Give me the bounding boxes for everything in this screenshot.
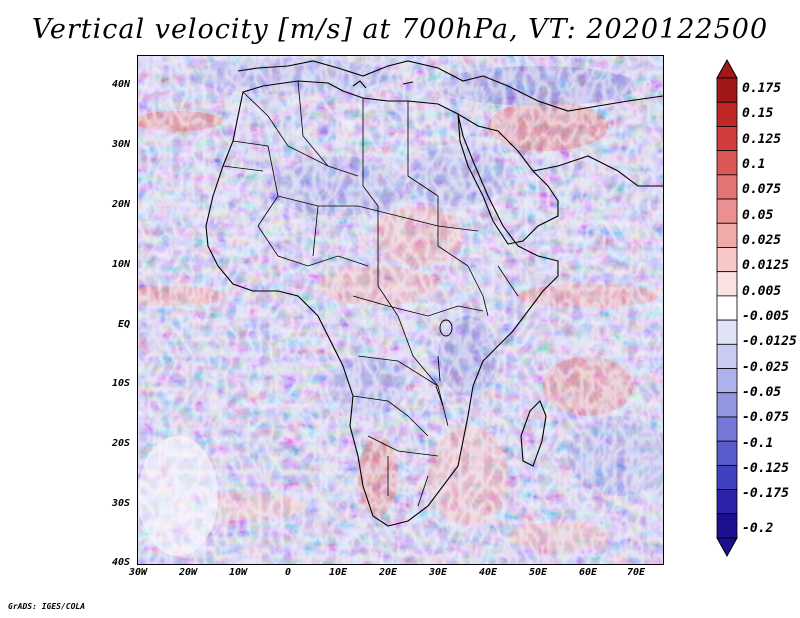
lon-label: 20W xyxy=(178,567,198,578)
colorbar-label: 0.075 xyxy=(742,182,782,197)
colorbar-label: 0.025 xyxy=(742,233,782,248)
colorbar-swatch xyxy=(716,126,738,152)
colorbar-label: -0.005 xyxy=(742,309,789,324)
country-borders xyxy=(222,80,519,507)
colorbar-label: -0.075 xyxy=(742,410,789,425)
colorbar-swatch xyxy=(716,295,738,321)
lat-label: 10S xyxy=(111,378,130,389)
lon-label: 60E xyxy=(578,567,598,578)
map-panel xyxy=(137,55,664,565)
colorbar-label: 0.0125 xyxy=(742,258,789,273)
lon-label: 10E xyxy=(328,567,348,578)
colorbar-label: -0.05 xyxy=(742,385,782,400)
colorbar-swatch xyxy=(716,513,738,539)
colorbar-swatch xyxy=(716,416,738,442)
coastlines xyxy=(205,60,663,527)
lon-label: 70E xyxy=(626,567,646,578)
colorbar-label: 0.125 xyxy=(742,132,782,147)
colorbar-swatch xyxy=(716,489,738,515)
lat-label: 40N xyxy=(111,79,130,90)
lon-label: 40E xyxy=(478,567,498,578)
colorbar-swatch xyxy=(716,271,738,297)
lat-label: EQ xyxy=(117,319,130,330)
colorbar-swatch xyxy=(716,198,738,224)
lat-label: 20S xyxy=(111,438,130,449)
colorbar-swatch xyxy=(716,319,738,345)
colorbar-label: 0.05 xyxy=(742,208,774,223)
colorbar-swatch xyxy=(716,77,738,103)
lon-label: 20E xyxy=(378,567,398,578)
lon-label: 30W xyxy=(128,567,148,578)
colorbar-swatch xyxy=(716,440,738,466)
colorbar-bottom-arrow xyxy=(716,537,738,558)
lakes xyxy=(435,319,453,407)
colorbar-swatch xyxy=(716,343,738,369)
colorbar-top-arrow xyxy=(716,58,738,79)
colorbar-swatch xyxy=(716,368,738,394)
colorbar-label: -0.175 xyxy=(742,486,789,501)
colorbar-label: 0.1 xyxy=(742,157,766,172)
colorbar-label: 0.15 xyxy=(742,106,774,121)
chart-title: Vertical velocity [m/s] at 700hPa, VT: 2… xyxy=(31,14,769,45)
lon-label: 0 xyxy=(284,567,292,578)
colorbar-swatch xyxy=(716,222,738,248)
colorbar-label: -0.0125 xyxy=(742,334,797,349)
colorbar-label: -0.1 xyxy=(742,436,774,451)
colorbar xyxy=(716,58,738,558)
lat-label: 10N xyxy=(111,259,130,270)
lat-label: 20N xyxy=(111,199,130,210)
colorbar-swatch xyxy=(716,392,738,418)
colorbar-swatch xyxy=(716,247,738,273)
credit-text: GrADS: IGES/COLA xyxy=(8,602,86,611)
colorbar-label: -0.125 xyxy=(742,461,789,476)
colorbar-swatch xyxy=(716,150,738,176)
colorbar-label: -0.2 xyxy=(742,521,774,536)
vertical-velocity-field xyxy=(138,56,663,564)
lon-label: 50E xyxy=(528,567,548,578)
lat-label: 40S xyxy=(111,557,130,568)
colorbar-swatch xyxy=(716,174,738,200)
colorbar-label: -0.025 xyxy=(742,360,789,375)
lon-label: 30E xyxy=(428,567,448,578)
colorbar-label: 0.005 xyxy=(742,284,782,299)
lon-label: 10W xyxy=(228,567,248,578)
lat-label: 30N xyxy=(111,139,130,150)
colorbar-swatch xyxy=(716,464,738,490)
colorbar-label: 0.175 xyxy=(742,81,782,96)
lat-label: 30S xyxy=(111,498,130,509)
colorbar-swatch xyxy=(716,101,738,127)
